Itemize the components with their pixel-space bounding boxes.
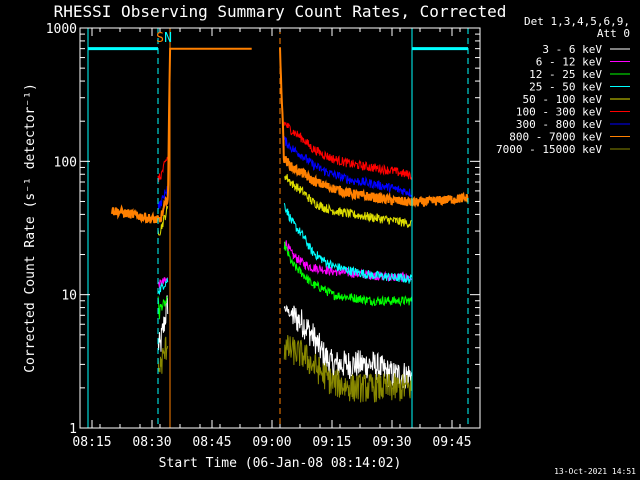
series-25-50-kev [157,202,412,296]
x-tick-label-08-30: 08:30 [132,435,171,450]
legend-label-50-100-kev: 50 - 100 keV [523,93,603,106]
legend-label-25-50-kev: 25 - 50 keV [529,81,602,94]
series-6-12-kev-trace-0 [157,277,169,289]
series-100-300-kev-trace-0 [157,156,168,182]
annotation-s: S [156,31,164,46]
annotation-n: N [164,31,172,46]
series-300-800-kev-trace-0 [157,186,168,210]
vertical-lines-layer [87,28,469,428]
series-3-6-kev-trace-1 [283,304,412,389]
series-3-6-kev-trace-0 [157,295,169,352]
series-800-7000-kev-trace-1 [111,47,252,224]
x-tick-label-09-30: 09:30 [372,435,411,450]
series-25-50-kev-trace-0 [157,278,169,296]
series-50-100-kev-trace-0 [157,205,169,236]
series-25-50-kev-trace-1 [283,202,412,284]
series-800-7000-kev [111,47,469,224]
chart-title: RHESSI Observing Summary Count Rates, Co… [54,2,507,21]
legend-header-line-2: Att 0 [597,27,630,40]
y-tick-label-1: 1 [69,422,77,437]
y-tick-label-100: 100 [54,155,77,170]
series-12-25-kev-trace-1 [283,241,412,307]
series-7000-15000-kev-trace-0 [157,336,169,374]
series-300-800-kev-trace-1 [283,135,412,198]
series-layer [88,47,469,403]
legend-label-800-7000-kev: 800 - 7000 keV [509,131,602,144]
x-tick-label-09-45: 09:45 [432,435,471,450]
y-tick-label-10: 10 [61,289,77,304]
series-100-300-kev [157,121,412,182]
series-3-6-kev [157,295,412,389]
y-axis-label: Corrected Count Rate (s⁻¹ detector⁻¹) [23,83,38,373]
x-tick-label-08-45: 08:45 [192,435,231,450]
legend-label-3-6-kev: 3 - 6 keV [542,43,602,56]
series-50-100-kev [157,174,412,236]
legend-label-300-800-kev: 300 - 800 keV [516,118,602,131]
axis-layer: 08:15 08:30 08:45 09:00 09:15 09:30 09:45 1 10 10… [46,22,481,450]
x-tick-label-08-15: 08:15 [72,435,111,450]
legend-label-100-300-kev: 100 - 300 keV [516,106,602,119]
x-tick-label-09-00: 09:00 [252,435,291,450]
legend-label-7000-15000-kev: 7000 - 15000 keV [496,143,602,156]
y-tick-label-1000: 1000 [46,22,77,37]
series-12-25-kev [157,241,412,320]
generation-timestamp: 13-Oct-2021 14:51 [554,467,636,476]
series-300-800-kev [157,135,412,210]
series-50-100-kev-trace-1 [284,174,412,228]
series-7000-15000-kev-trace-1 [283,335,412,403]
series-100-300-kev-trace-1 [283,121,412,181]
series-7000-15000-kev [157,335,412,403]
x-axis-label: Start Time (06-Jan-08 08:14:02) [159,456,402,471]
series-12-25-kev-trace-0 [157,296,168,320]
series-800-7000-kev-trace-2 [279,47,469,208]
legend-label-12-25-kev: 12 - 25 keV [529,68,602,81]
x-tick-label-09-15: 09:15 [312,435,351,450]
legend-label-6-12-kev: 6 - 12 keV [536,56,603,69]
legend-header-line-1: Det 1,3,4,5,6,9, [524,15,630,28]
